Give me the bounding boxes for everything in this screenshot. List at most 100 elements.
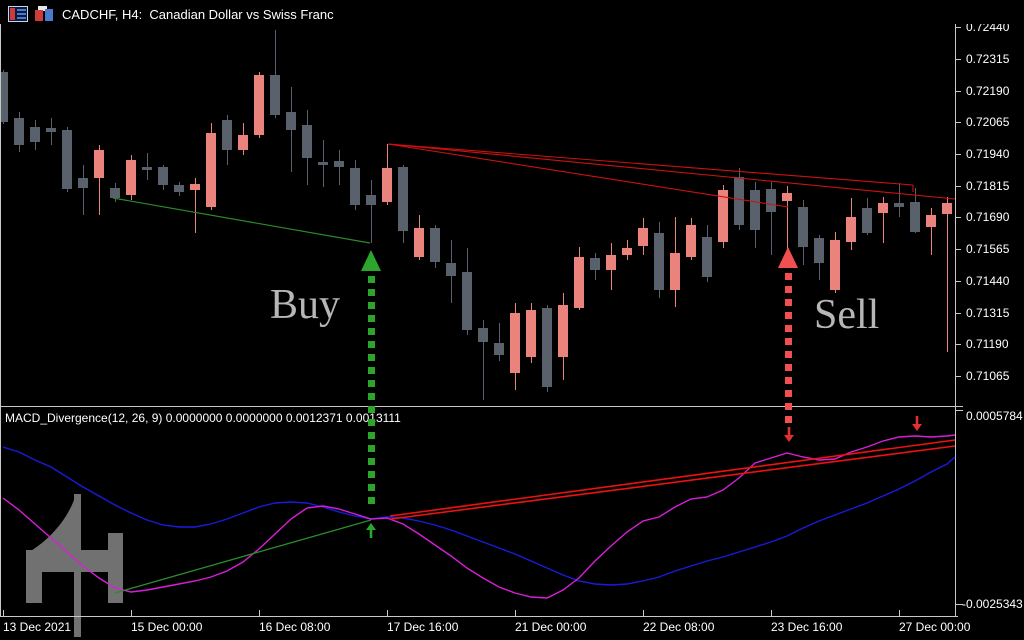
left-border — [0, 0, 1, 616]
time-axis-label: 16 Dec 08:00 — [259, 620, 331, 634]
candle-body — [526, 310, 536, 358]
candle-body — [510, 313, 520, 374]
price-axis-tick — [955, 27, 961, 28]
candle-wick — [339, 150, 340, 186]
price-axis-tick — [955, 185, 961, 187]
candle-body — [62, 130, 72, 190]
price-axis-label: 0.71565 — [966, 242, 1010, 257]
price-axis-tick — [955, 217, 961, 219]
candle-body — [382, 168, 392, 203]
watermark-logo — [26, 494, 123, 637]
macd-axis-max-label: 0.0005784 — [966, 409, 1023, 423]
price-axis-border[interactable] — [955, 0, 956, 616]
candle-body — [638, 228, 648, 246]
macd-indicator-panel[interactable] — [0, 408, 956, 616]
candle-body — [350, 168, 360, 206]
candle-body — [750, 190, 760, 230]
candle-body — [782, 193, 792, 202]
candle-body — [574, 257, 584, 309]
price-axis-tick — [955, 153, 961, 155]
price-axis-label: 0.71190 — [966, 337, 1009, 352]
candle-wick — [99, 145, 100, 216]
indicator-label: MACD_Divergence(12, 26, 9) 0.0000000 0.0… — [5, 411, 401, 425]
candle-wick — [371, 180, 372, 244]
price-axis-tick — [955, 90, 961, 92]
candle-body — [478, 328, 488, 343]
time-axis-label: 17 Dec 16:00 — [387, 620, 459, 634]
candle-body — [670, 253, 680, 291]
candle-body — [302, 125, 312, 159]
sell-signal-arrow-head — [778, 247, 798, 268]
price-axis-tick — [955, 344, 961, 346]
time-axis-label: 23 Dec 16:00 — [771, 620, 843, 634]
candle-body — [942, 203, 952, 214]
time-axis-tick — [259, 610, 260, 616]
price-axis-tick — [955, 376, 961, 377]
quotes-grid-icon[interactable] — [8, 6, 28, 27]
price-axis-label: 0.71940 — [966, 146, 1010, 161]
candle-body — [558, 305, 568, 358]
macd-axis-min-label: -0.0025343 — [962, 597, 1023, 611]
candles-layer — [0, 30, 952, 401]
time-axis-tick — [771, 610, 772, 616]
price-axis-tick — [955, 249, 961, 251]
candle-body — [702, 237, 712, 278]
time-axis-label: 22 Dec 08:00 — [643, 620, 715, 634]
price-axis-label: 0.72315 — [966, 51, 1010, 66]
price-axis-tick — [955, 312, 961, 314]
candle-wick — [275, 30, 276, 119]
candle-body — [430, 228, 440, 263]
price-chart-panel[interactable] — [0, 0, 956, 406]
candle-body — [462, 272, 472, 331]
price-axis-label: 0.71690 — [966, 210, 1010, 225]
candle-wick — [931, 208, 932, 256]
candle-body — [910, 202, 920, 233]
sell-signal-arrow — [785, 273, 792, 428]
candle-body — [222, 120, 232, 151]
candle-body — [798, 207, 808, 247]
candle-body — [270, 75, 280, 116]
candle-body — [878, 203, 888, 213]
time-axis-label: 15 Dec 00:00 — [131, 620, 203, 634]
candle-wick — [883, 197, 884, 244]
time-axis-tick — [3, 610, 4, 616]
candle-body — [30, 127, 40, 142]
candle-wick — [83, 165, 84, 216]
time-axis-tick — [131, 610, 132, 616]
price-axis-label: 0.72065 — [966, 115, 1010, 130]
candle-body — [894, 203, 904, 208]
price-axis-label: 0.71315 — [966, 305, 1010, 320]
candle-body — [366, 195, 376, 206]
candle-body — [654, 233, 664, 291]
candle-body — [814, 238, 824, 264]
time-axis-label: 21 Dec 00:00 — [515, 620, 587, 634]
candle-body — [254, 75, 264, 136]
candle-body — [334, 161, 344, 168]
candle-body — [398, 167, 408, 232]
time-axis-tick — [515, 610, 516, 616]
buy-annotation: Buy — [270, 282, 341, 328]
candle-body — [142, 167, 152, 171]
candle-body — [590, 258, 600, 271]
candle-body — [830, 240, 840, 291]
candle-body — [542, 308, 552, 388]
chart-mode-icon[interactable] — [34, 6, 54, 27]
candle-body — [494, 343, 504, 356]
candle-body — [206, 133, 216, 208]
price-axis-label: 0.71440 — [966, 273, 1010, 288]
candle-body — [318, 162, 328, 165]
sell-annotation: Sell — [814, 292, 880, 338]
panel-separator[interactable] — [0, 406, 963, 407]
time-axis-tick — [643, 610, 644, 616]
time-axis-border[interactable] — [0, 616, 958, 617]
candle-body — [846, 217, 856, 243]
price-axis-label: 0.71065 — [966, 369, 1010, 383]
candle-body — [622, 248, 632, 256]
candle-body — [238, 135, 248, 151]
time-axis-tick — [899, 610, 900, 616]
candle-body — [686, 225, 696, 258]
time-axis-tick — [387, 610, 388, 616]
candle-body — [190, 184, 200, 191]
price-axis-label: 0.72190 — [966, 83, 1010, 98]
